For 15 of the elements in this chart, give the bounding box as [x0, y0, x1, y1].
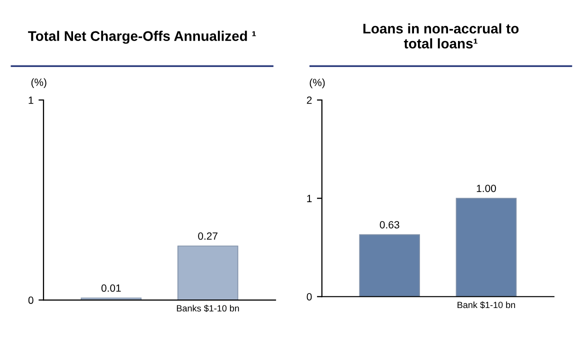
y-tick-label: 1 [307, 194, 312, 202]
chart-title: Loans in non-accrual to total loans¹ [363, 23, 519, 48]
data-label: 0.63 [380, 221, 400, 228]
data-label: 1.00 [476, 184, 496, 192]
data-label: 0.27 [198, 232, 218, 240]
y-axis-title: (%) [310, 78, 325, 88]
x-tick-label: Bank $1-10 bn [458, 301, 516, 309]
y-axis-title: (%) [31, 78, 46, 88]
data-label: 0.01 [101, 284, 121, 292]
y-tick-label: 0 [306, 293, 312, 300]
y-tick-label: 1 [28, 96, 34, 104]
y-tick-label: 2 [306, 96, 312, 104]
y-tick-label: 0 [28, 296, 34, 304]
x-tick-label: Banks $1-10 bn [176, 304, 239, 312]
chart-title: Total Net Charge-Offs Annualized ¹ [28, 30, 256, 44]
